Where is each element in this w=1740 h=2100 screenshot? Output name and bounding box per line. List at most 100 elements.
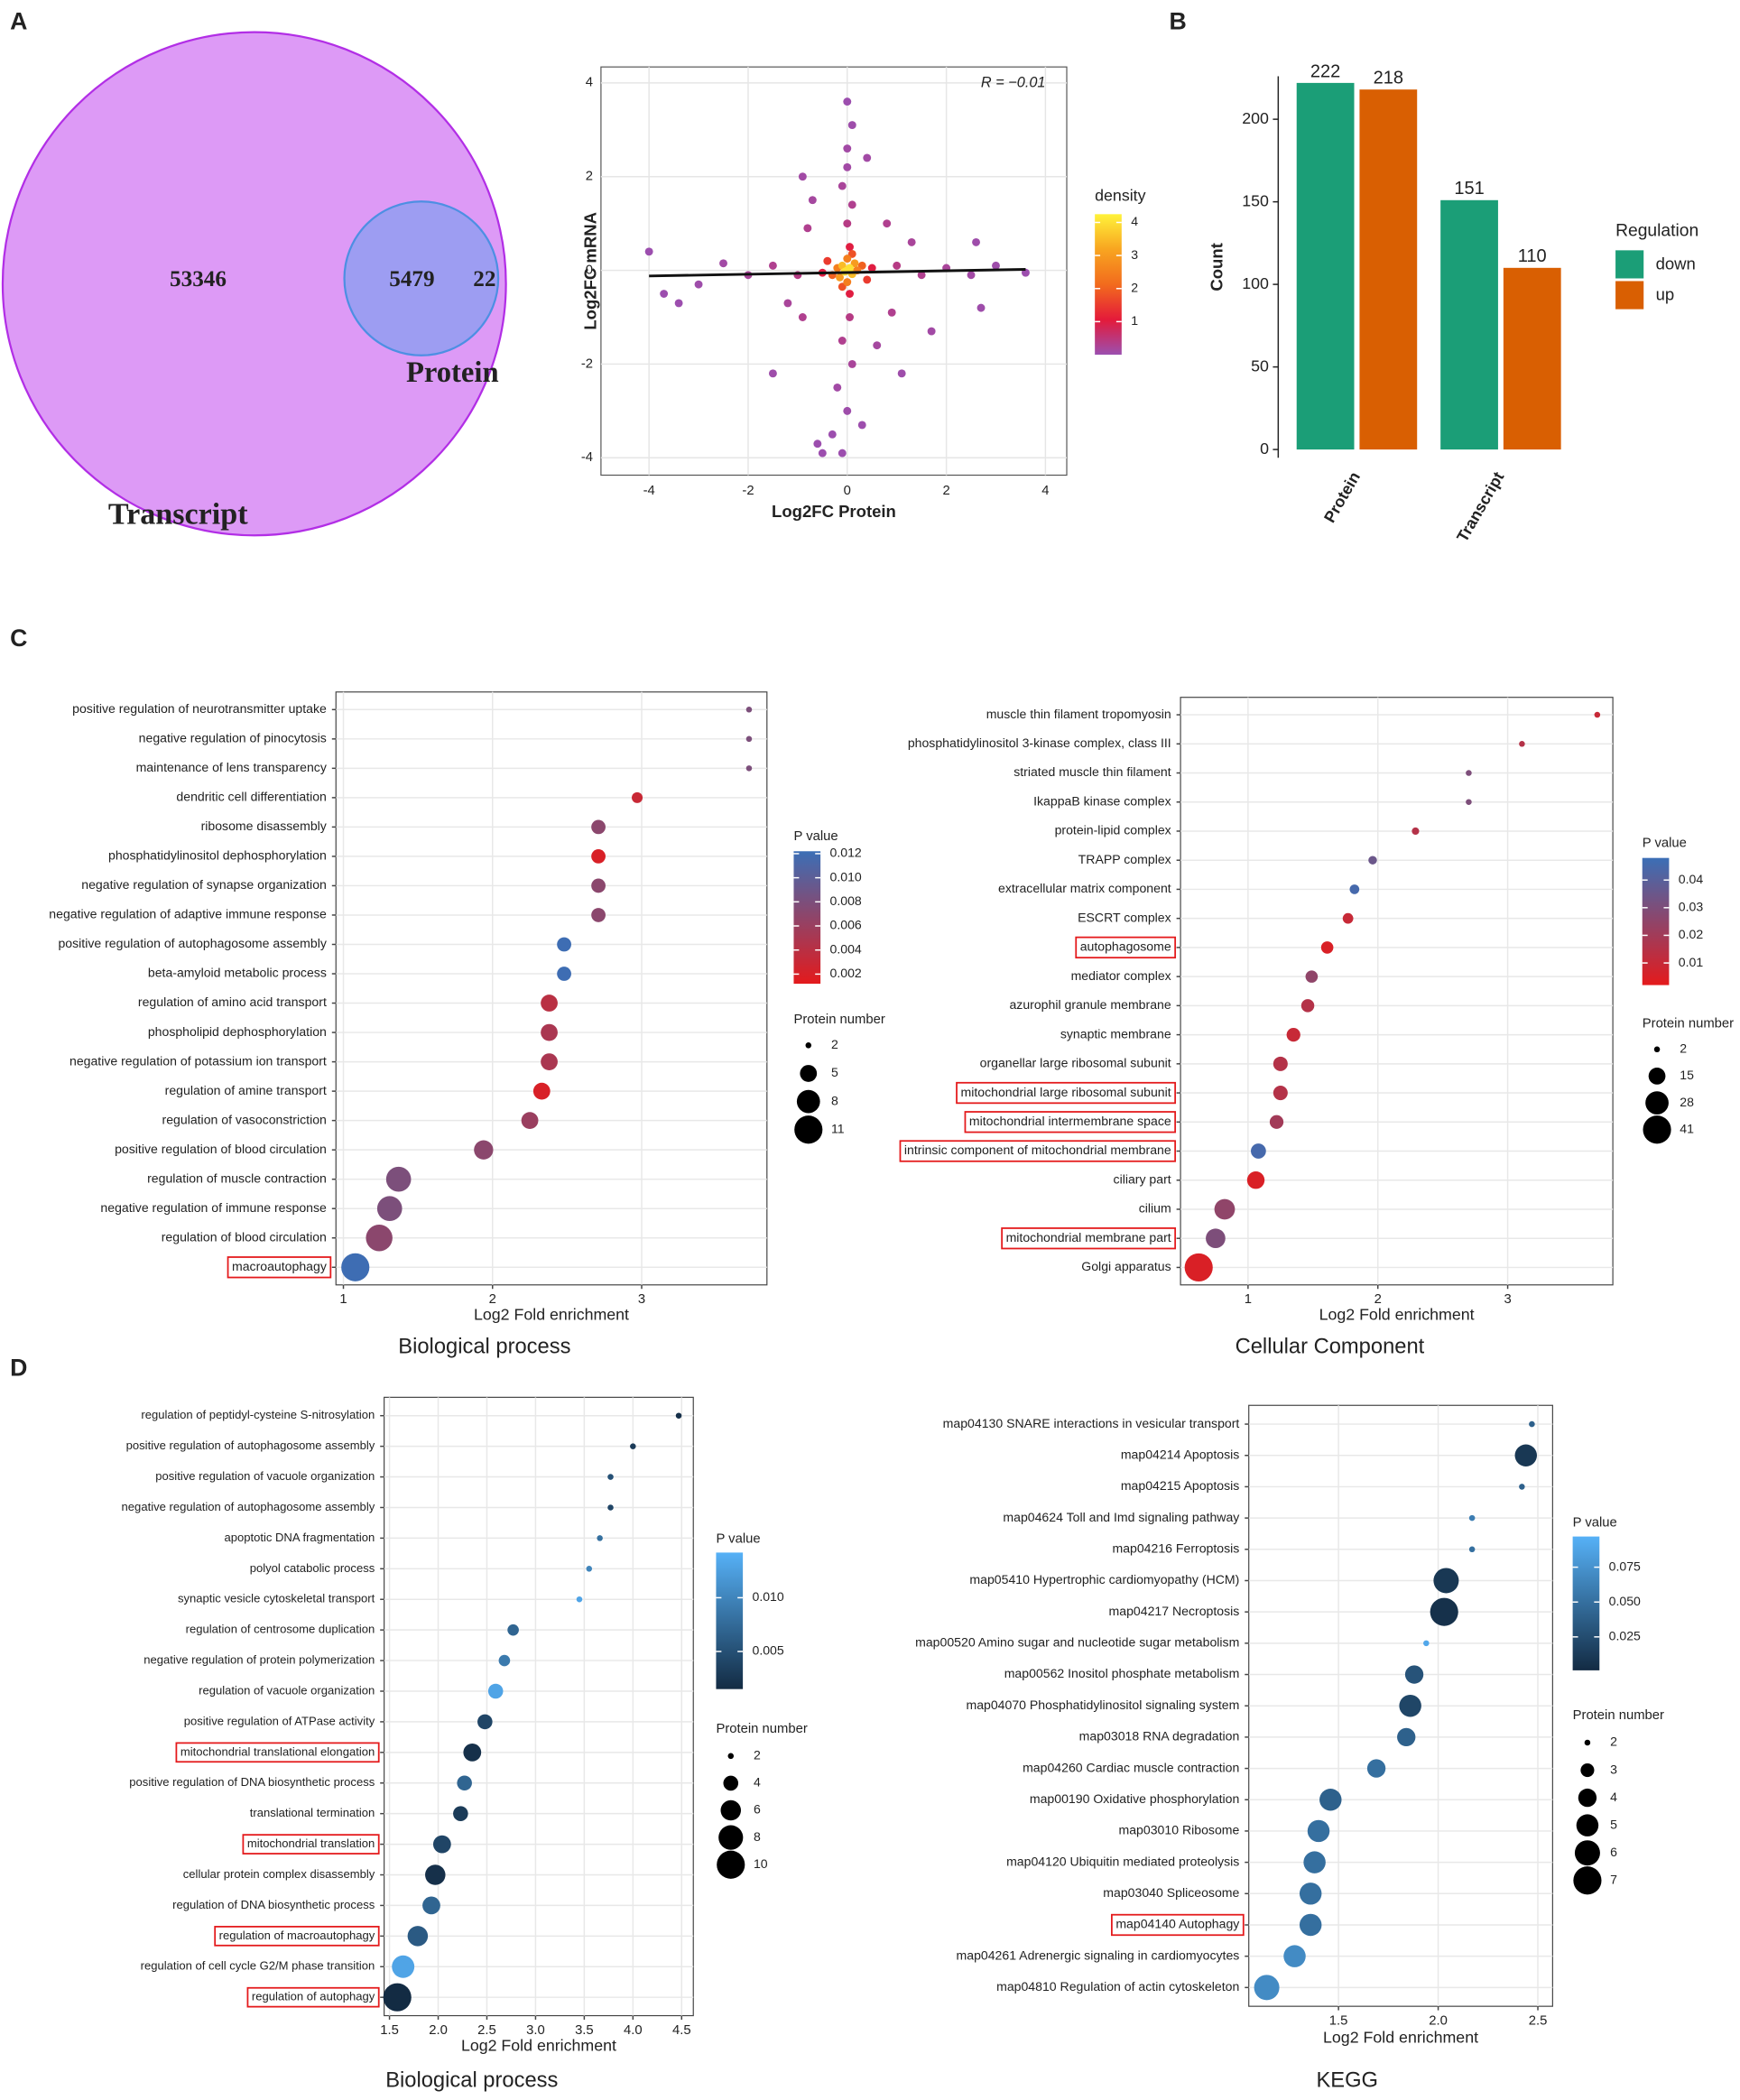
category-label: regulation of muscle contraction — [147, 1170, 327, 1185]
size-key — [1580, 1762, 1595, 1778]
dot — [745, 765, 753, 772]
point — [967, 271, 976, 280]
size-label: 5 — [1610, 1817, 1617, 1831]
dot — [1206, 1228, 1226, 1249]
dot — [385, 1166, 412, 1192]
dot — [576, 1596, 583, 1603]
x-tick-label: 4 — [1041, 484, 1049, 498]
dot — [607, 1504, 614, 1511]
legend-title: Protein number — [793, 1013, 884, 1027]
highlight-box — [1001, 1227, 1177, 1250]
x-axis-label: Log2 Fold enrichment — [474, 1306, 629, 1324]
dot — [1184, 1253, 1213, 1282]
category-label: map00190 Oxidative phosphorylation — [1030, 1791, 1239, 1806]
category-label: mitochondrial translation — [247, 1836, 375, 1850]
dot — [1468, 1514, 1476, 1522]
y-tick-label: 50 — [1251, 356, 1269, 375]
dot — [1349, 884, 1360, 894]
plot-panel — [384, 1396, 694, 2017]
point — [838, 449, 847, 458]
size-label: 11 — [831, 1121, 845, 1135]
legend-label: down — [1656, 254, 1696, 273]
highlight-box — [214, 1926, 380, 1947]
point — [843, 162, 852, 171]
dot — [463, 1743, 482, 1762]
category-label: map04130 SNARE interactions in vesicular… — [943, 1416, 1240, 1430]
size-label: 28 — [1680, 1095, 1694, 1109]
category-label: map04215 Apoptosis — [1121, 1478, 1239, 1493]
point — [893, 261, 902, 270]
category-label: mitochondrial large ribosomal subunit — [960, 1085, 1171, 1099]
category-label: ESCRT complex — [1078, 910, 1171, 924]
dot — [607, 1474, 614, 1480]
legend-title: Protein number — [716, 1722, 807, 1736]
x-tick-label: 1.5 — [1329, 2013, 1348, 2028]
category-label: regulation of amino acid transport — [138, 994, 327, 1009]
dot — [557, 967, 571, 981]
point — [836, 273, 844, 282]
dot — [1214, 1198, 1236, 1220]
y-tick-label: 200 — [1242, 109, 1269, 127]
colorbar-label: 1 — [1131, 313, 1138, 328]
bar-label: 110 — [1518, 246, 1547, 266]
point — [863, 275, 872, 284]
colorbar-label: 0.008 — [830, 893, 862, 908]
dot — [1303, 1851, 1326, 1873]
category-label: cilium — [1139, 1201, 1171, 1216]
dot — [457, 1775, 472, 1791]
legend-title: P value — [793, 829, 838, 844]
category-label: negative regulation of autophagosome ass… — [122, 1500, 375, 1513]
dot — [541, 1053, 558, 1070]
category-label: mitochondrial membrane part — [1006, 1230, 1171, 1244]
category-label: cellular protein complex disassembly — [183, 1867, 375, 1881]
highlight-box — [964, 1111, 1177, 1133]
x-tick-label: 3 — [1504, 1292, 1511, 1307]
size-label: 10 — [754, 1856, 768, 1871]
colorbar-label: 0.02 — [1679, 927, 1704, 941]
subplot-title: Biological process — [385, 2068, 558, 2092]
colorbar-label: 0.025 — [1609, 1629, 1641, 1643]
size-key — [723, 1775, 739, 1791]
dot — [1397, 1727, 1416, 1747]
venn-set — [1, 31, 507, 537]
bar-label: 151 — [1454, 179, 1484, 199]
x-axis-label: Log2FC Protein — [772, 502, 896, 521]
x-axis-label: Log2 Fold enrichment — [1319, 1306, 1475, 1324]
dot — [1594, 711, 1601, 718]
category-label: positive regulation of ATPase activity — [184, 1714, 375, 1727]
point — [719, 259, 727, 268]
dot — [586, 1566, 593, 1572]
y-tick-label: 150 — [1242, 191, 1269, 209]
dot — [1299, 1883, 1322, 1905]
category-label: macroautophagy — [232, 1259, 328, 1273]
point — [873, 341, 882, 350]
category-label: IkappaB kinase complex — [1033, 793, 1171, 808]
size-label: 2 — [1610, 1735, 1617, 1749]
x-tick-label: 3.5 — [575, 2023, 594, 2038]
x-tick-label: 2.0 — [1429, 2013, 1448, 2028]
bar-label: 218 — [1374, 69, 1403, 88]
category-label: positive regulation of neurotransmitter … — [72, 701, 327, 716]
dot — [425, 1864, 446, 1885]
colorbar — [1642, 857, 1670, 985]
dot — [1307, 1819, 1330, 1843]
dot — [630, 1443, 636, 1449]
point — [887, 308, 896, 317]
x-tick-label: 1.5 — [380, 2023, 399, 2038]
category-label: polyol catabolic process — [250, 1561, 375, 1575]
legend-title: P value — [716, 1531, 760, 1546]
dot — [1399, 1694, 1421, 1717]
category-label: regulation of autophagy — [252, 1990, 375, 2003]
category-label: regulation of cell cycle G2/M phase tran… — [141, 1959, 375, 1973]
point — [907, 237, 916, 246]
point — [838, 337, 847, 345]
size-key — [1574, 1840, 1600, 1866]
x-tick-label: 4.0 — [624, 2023, 643, 2038]
size-label: 2 — [1680, 1041, 1687, 1055]
size-label: 2 — [754, 1748, 761, 1762]
size-key — [1643, 1115, 1671, 1144]
highlight-box — [899, 1140, 1177, 1162]
category-label: map04810 Regulation of actin cytoskeleto… — [996, 1979, 1239, 1994]
subplot-title: KEGG — [1316, 2068, 1378, 2092]
category-label: autophagosome — [1080, 939, 1171, 954]
